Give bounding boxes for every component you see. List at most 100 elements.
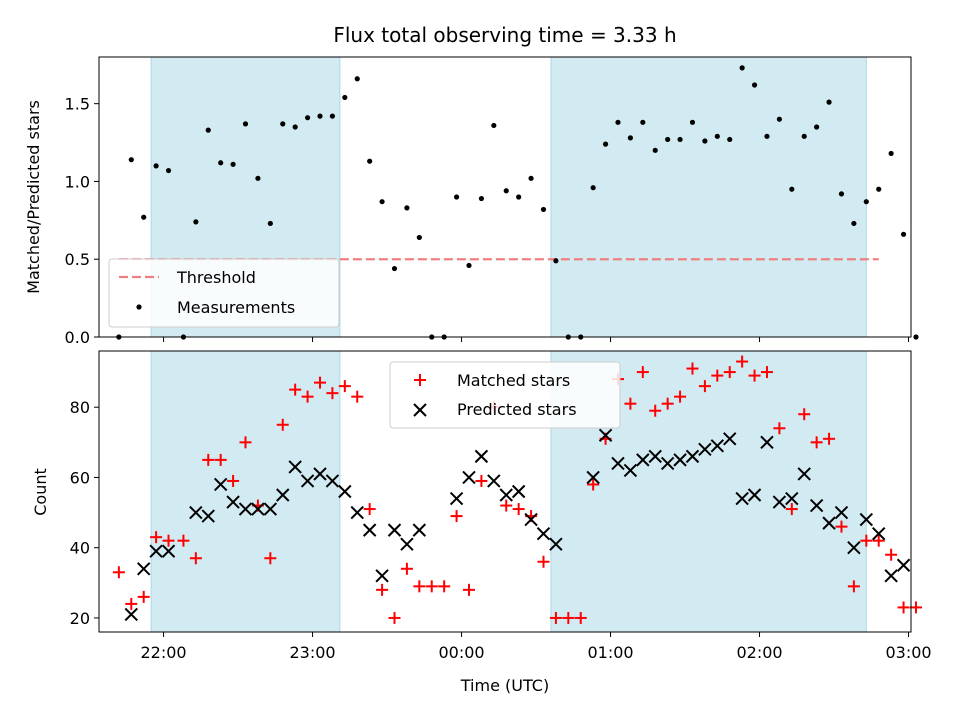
predicted-stars-point [847, 540, 861, 555]
y-tick-label: 80 [70, 398, 90, 417]
predicted-stars-point [362, 523, 377, 537]
matched-stars-point [388, 611, 401, 624]
predicted-stars-point [511, 484, 526, 499]
predicted-stars-point [300, 474, 315, 488]
measurement-point [367, 158, 373, 164]
legend-threshold-label: Threshold [176, 268, 256, 287]
top-panel-frame [98, 56, 912, 338]
measurement-point [304, 115, 311, 121]
matched-stars-point [512, 503, 525, 516]
measurement-point [739, 65, 745, 71]
predicted-stars-point [238, 502, 253, 516]
predicted-stars-point [400, 537, 414, 551]
matched-stars-point [624, 397, 637, 410]
measurement-point [230, 161, 236, 167]
measurement-point [516, 194, 522, 200]
matched-stars-point [897, 601, 910, 614]
top-legend: Threshold Measurements [108, 258, 340, 328]
matched-stars-point [425, 580, 438, 593]
predicted-stars-point [226, 495, 240, 509]
matched-stars-point [351, 390, 364, 403]
measurement-point [280, 121, 286, 127]
matched-stars-point [189, 552, 202, 565]
x-tick-label: 02:00 [736, 643, 782, 662]
bottom-panel-frame [98, 350, 912, 633]
matched-stars-point [301, 390, 314, 403]
matched-stars-point [686, 362, 699, 375]
matched-stars-point [711, 369, 724, 382]
predicted-stars-point [350, 505, 364, 520]
matched-stars-point [748, 369, 761, 382]
matched-stars-point [264, 552, 277, 565]
predicted-stars-point [598, 428, 613, 443]
predicted-stars-point [797, 467, 811, 481]
matched-stars-point [909, 601, 922, 614]
predicted-stars-point [449, 491, 464, 506]
measurement-point [342, 94, 348, 101]
shaded-region [550, 56, 867, 338]
predicted-stars-point [263, 502, 278, 516]
predicted-stars-point [859, 512, 874, 527]
matched-stars-point [835, 520, 848, 533]
bottom-legend: Matched stars Predicted stars [389, 361, 621, 429]
matched-stars-point [872, 534, 885, 547]
predicted-stars-point [412, 523, 427, 537]
predicted-stars-point [760, 435, 774, 450]
matched-stars-point [475, 474, 488, 487]
x-tick-label: 01:00 [587, 643, 633, 662]
matched-stars-point [698, 380, 711, 393]
predicted-stars-point [462, 470, 476, 485]
measurement-point [776, 116, 782, 122]
top-legend-box [108, 258, 340, 328]
measurement-point [205, 127, 211, 133]
matched-stars-point [326, 387, 339, 400]
predicted-stars-point [288, 460, 302, 474]
matched-stars-point [587, 478, 600, 491]
measurement-point [727, 136, 733, 143]
matched-stars-point [736, 355, 749, 368]
matched-stars-point [760, 366, 773, 379]
bottom-y-axis-label: Count [31, 468, 50, 516]
measurement-point [814, 124, 820, 130]
predicted-stars-point [487, 474, 501, 488]
predicted-stars-point [785, 491, 799, 506]
measurement-point [528, 175, 534, 181]
predicted-stars-point [387, 523, 402, 537]
measurement-point [826, 99, 832, 105]
matched-stars-point [549, 611, 562, 624]
matched-stars-point [363, 503, 376, 516]
measurement-point [453, 194, 460, 200]
legend-predicted-swatch [413, 403, 427, 417]
y-tick-label: 0.5 [65, 250, 90, 269]
predicted-stars-point [710, 439, 725, 453]
y-tick-label: 1.0 [65, 172, 90, 191]
predicted-stars-point [499, 488, 513, 502]
matched-stars-point [400, 562, 413, 575]
predicted-stars-point [623, 463, 638, 478]
legend-measurements-label: Measurements [177, 298, 295, 317]
predicted-stars-point [822, 516, 836, 530]
x-tick-label: 00:00 [438, 643, 484, 662]
measurement-point [689, 119, 696, 125]
legend-matched-swatch [414, 374, 426, 386]
matched-stars-point [723, 366, 736, 379]
predicted-stars-point [698, 442, 712, 457]
matched-stars-point [661, 397, 674, 410]
top-panel: 0.0 0.5 1.0 1.5 Matched/Predicted stars Thr… [24, 56, 919, 347]
matched-stars-point [214, 453, 227, 466]
predicted-stars-point [872, 526, 886, 541]
top-y-axis-label: Matched/Predicted stars [24, 100, 43, 294]
measurement-point [416, 234, 422, 241]
x-axis-label: Time (UTC) [460, 676, 549, 695]
predicted-stars-point [735, 491, 749, 506]
measurement-point [553, 258, 559, 264]
matched-stars-point [537, 555, 550, 568]
measurement-point [153, 163, 159, 169]
measurement-point [665, 136, 671, 143]
matched-stars-point [413, 580, 426, 593]
predicted-stars-point [524, 512, 538, 527]
measurement-point [404, 205, 410, 211]
predicted-stars-point [276, 488, 290, 502]
bottom-legend-box [389, 361, 621, 429]
